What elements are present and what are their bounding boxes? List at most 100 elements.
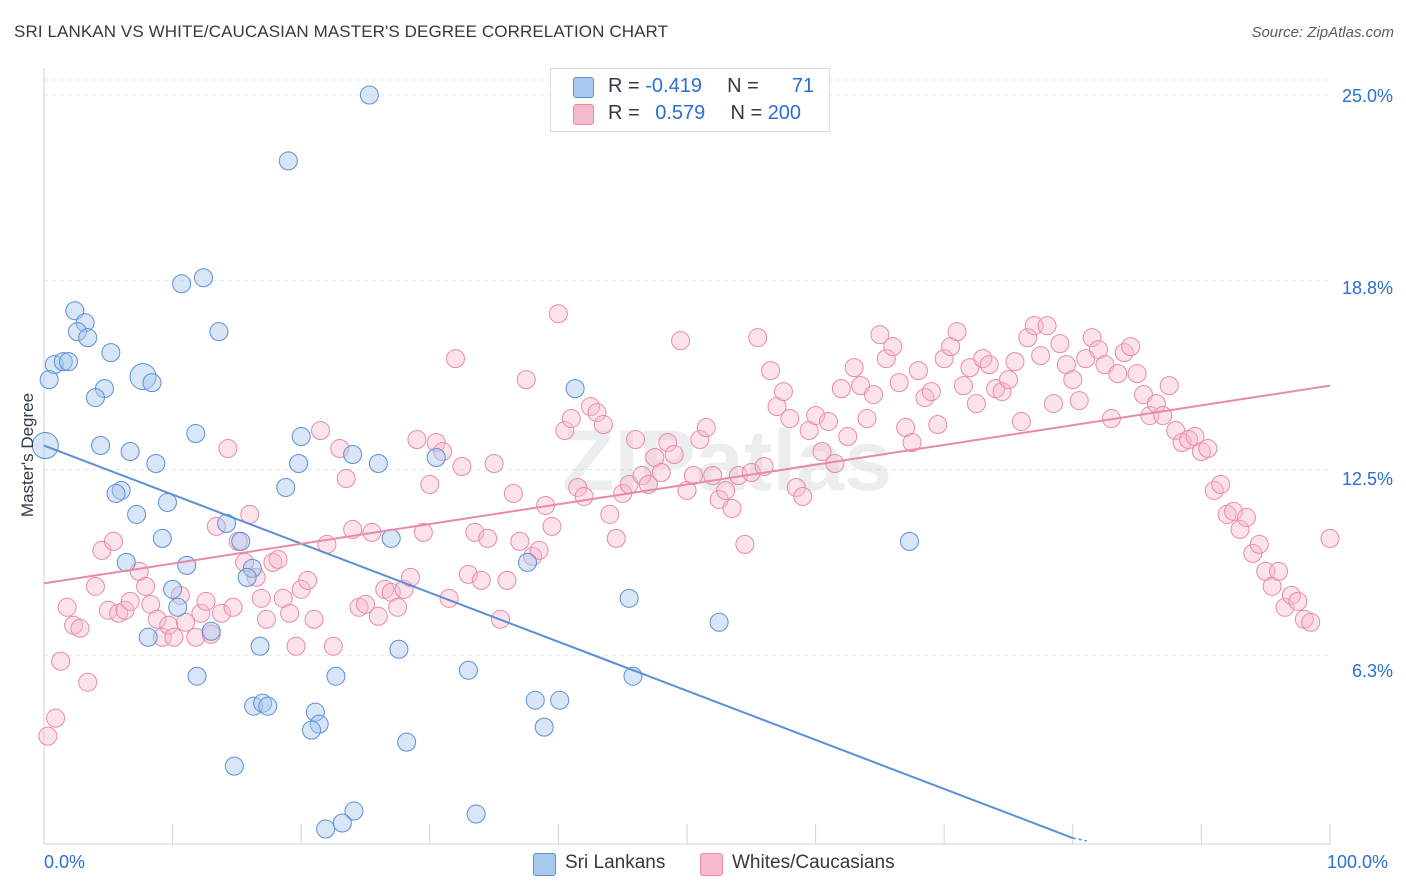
data-point xyxy=(397,732,417,752)
data-point xyxy=(606,528,626,548)
n-value: 200 xyxy=(767,102,802,124)
data-point xyxy=(407,430,427,450)
data-point xyxy=(142,373,162,393)
data-point xyxy=(664,445,684,465)
data-point xyxy=(626,430,646,450)
data-point xyxy=(57,597,77,617)
data-point xyxy=(388,597,408,617)
data-point xyxy=(1198,439,1218,459)
data-point xyxy=(120,591,140,611)
data-point xyxy=(587,403,607,423)
series-sri-lankans xyxy=(31,85,919,839)
data-point xyxy=(484,453,504,473)
data-point xyxy=(1108,364,1128,384)
data-point xyxy=(857,409,877,429)
data-point xyxy=(902,433,922,453)
data-point xyxy=(497,570,517,590)
data-point xyxy=(518,552,538,572)
data-point xyxy=(316,819,336,839)
data-point xyxy=(503,483,523,503)
data-point xyxy=(164,627,184,647)
data-point xyxy=(426,448,446,468)
data-point xyxy=(992,382,1012,402)
data-point xyxy=(1236,507,1256,527)
data-point xyxy=(525,690,545,710)
data-point xyxy=(152,528,172,548)
data-point xyxy=(120,442,140,462)
y-tick-label: 25.0% xyxy=(1341,86,1393,106)
data-point xyxy=(111,480,131,500)
data-point xyxy=(51,651,71,671)
data-point xyxy=(101,343,121,363)
data-point xyxy=(278,151,298,171)
data-point xyxy=(1037,316,1057,336)
data-point xyxy=(191,603,211,623)
data-point xyxy=(793,486,813,506)
data-point xyxy=(812,442,832,462)
data-point xyxy=(304,609,324,629)
data-point xyxy=(53,352,73,372)
data-point xyxy=(136,576,156,596)
data-point xyxy=(177,555,197,575)
data-point xyxy=(196,591,216,611)
data-point xyxy=(187,666,207,686)
data-point xyxy=(332,813,352,833)
data-point xyxy=(201,621,221,641)
data-point xyxy=(780,409,800,429)
data-point xyxy=(1249,534,1269,554)
data-point xyxy=(129,363,157,391)
data-point xyxy=(251,588,271,608)
data-point xyxy=(250,636,270,656)
legend: R = -0.419 N = 71 R = 0.579 N = 200 xyxy=(550,68,830,132)
data-point xyxy=(1063,370,1083,390)
data-point xyxy=(237,567,257,587)
chart-title: SRI LANKAN VS WHITE/CAUCASIAN MASTER'S D… xyxy=(14,22,669,41)
data-point xyxy=(899,531,919,551)
data-point xyxy=(413,522,433,542)
data-point xyxy=(908,361,928,381)
r-label: R = xyxy=(608,75,640,97)
data-point xyxy=(91,436,111,456)
data-point xyxy=(1044,394,1064,414)
data-point xyxy=(876,349,896,369)
data-point xyxy=(305,702,325,722)
data-point xyxy=(844,358,864,378)
data-point xyxy=(231,531,251,551)
data-point xyxy=(1301,612,1321,632)
data-point xyxy=(286,636,306,656)
data-point xyxy=(127,504,147,524)
legend-swatch xyxy=(573,104,594,125)
data-point xyxy=(565,379,585,399)
data-point xyxy=(593,415,613,435)
trend-line xyxy=(43,384,1331,585)
data-point xyxy=(735,534,755,554)
data-point xyxy=(343,445,363,465)
data-point xyxy=(773,382,793,402)
data-point xyxy=(1224,501,1244,521)
data-point xyxy=(534,717,554,737)
n-label: N = xyxy=(727,75,759,97)
data-point xyxy=(838,427,858,447)
data-point xyxy=(103,531,123,551)
data-point xyxy=(326,666,346,686)
r-label: R = xyxy=(608,102,640,124)
data-point xyxy=(168,597,188,617)
data-point xyxy=(175,612,195,632)
data-point xyxy=(529,540,549,560)
legend-swatch xyxy=(573,77,594,98)
data-point xyxy=(1211,474,1231,494)
data-point xyxy=(883,337,903,357)
y-tick-label: 6.3% xyxy=(1351,661,1393,681)
data-point xyxy=(1288,591,1308,611)
data-point xyxy=(619,588,639,608)
data-point xyxy=(806,406,826,426)
data-point xyxy=(574,486,594,506)
data-point xyxy=(218,439,238,459)
data-point xyxy=(209,322,229,342)
data-point xyxy=(263,552,283,572)
data-point xyxy=(934,349,954,369)
trend-line-extension xyxy=(1072,837,1087,842)
data-point xyxy=(458,564,478,584)
data-point xyxy=(1069,391,1089,411)
trend-line xyxy=(43,444,1074,839)
